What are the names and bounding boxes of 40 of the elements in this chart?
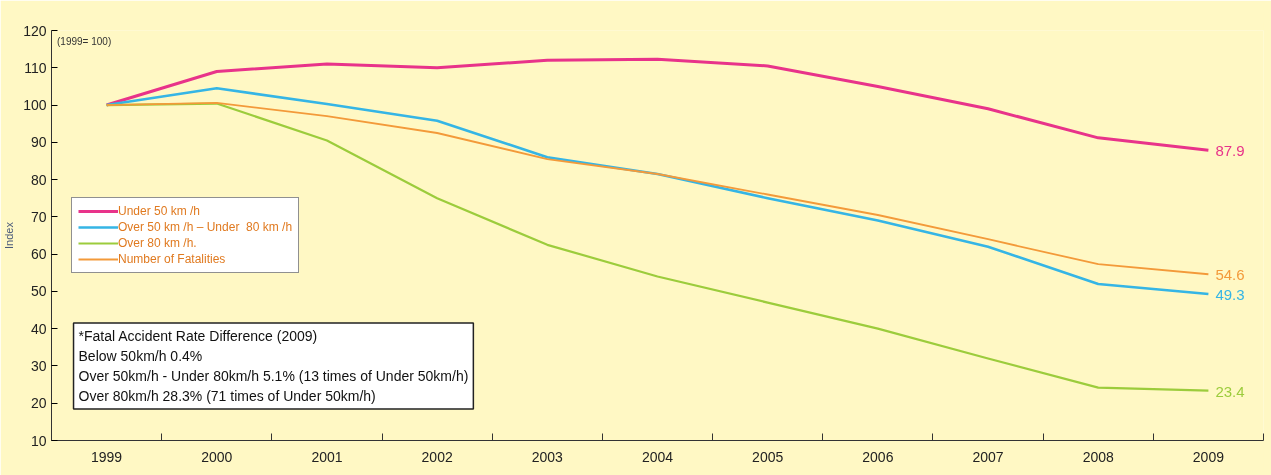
line-series (105, 57, 1210, 152)
y-tick-label: 60 (30, 246, 47, 263)
x-tick-label: 2001 (311, 448, 343, 465)
x-tick-label: 2008 (1082, 448, 1115, 465)
x-tick-label: 2004 (641, 448, 674, 465)
y-tick-label: 90 (30, 134, 47, 151)
x-tick-label: 2002 (421, 448, 453, 465)
annotation: Below 50km/h 0.4% (78, 348, 203, 365)
annotation: Over 80km/h 28.3% (71 times of Under 50km/h) (78, 388, 376, 405)
y-tick-label: 20 (30, 395, 47, 412)
y-tick-label: 100 (23, 97, 47, 114)
legend-label: Under 50 km /h (118, 204, 201, 218)
y-axis-title: Index (3, 221, 16, 249)
annotation: Over 50km/h - Under 80km/h 5.1% (13 times of Under 50km/h) (78, 368, 469, 385)
legend-label: Number of Fatalities (118, 252, 226, 266)
data-label: 23.4 (1215, 382, 1245, 400)
x-tick-label: 2000 (201, 448, 233, 465)
x-tick-label: 2003 (531, 448, 564, 465)
data-label: 49.3 (1215, 286, 1245, 304)
x-tick-label: 1999 (91, 448, 123, 465)
annotation: *Fatal Accident Rate Difference (2009) (78, 328, 318, 345)
annotation: (1999= 100) (57, 36, 112, 48)
y-tick-label: 30 (30, 357, 47, 374)
y-tick-label: 110 (24, 59, 47, 76)
line-series (105, 101, 1210, 276)
legend-label: Over 80 km /h. (118, 236, 197, 250)
data-label: 87.9 (1215, 142, 1245, 160)
line-series (105, 86, 1210, 296)
x-tick-label: 2005 (752, 448, 784, 465)
x-tick-label: 2009 (1192, 448, 1225, 465)
legend-label: Over 50 km /h – Under 80 km /h (118, 220, 293, 234)
x-tick-label: 2006 (862, 448, 894, 465)
y-tick-label: 40 (30, 320, 47, 337)
y-tick-label: 80 (30, 171, 47, 188)
y-tick-label: 120 (23, 22, 47, 39)
y-tick-label: 50 (30, 283, 47, 300)
x-tick-label: 2007 (972, 448, 1004, 465)
y-tick-label: 70 (30, 208, 47, 225)
data-label: 54.6 (1215, 266, 1245, 284)
y-tick-label: 10 (30, 432, 47, 449)
